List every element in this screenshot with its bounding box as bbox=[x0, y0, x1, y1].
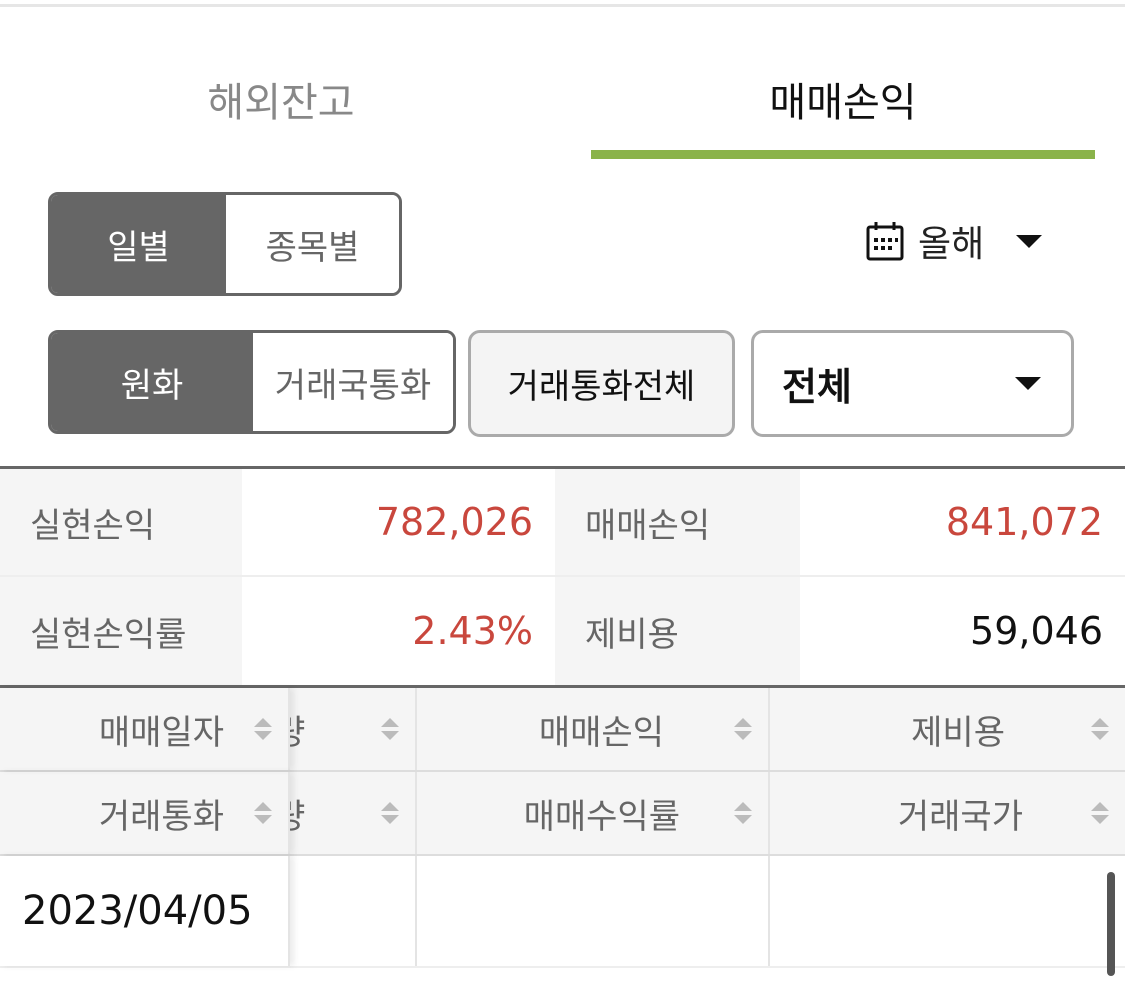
realized-rate-value: 2.43% bbox=[242, 577, 555, 685]
sort-icon bbox=[381, 718, 399, 740]
sort-icon bbox=[381, 802, 399, 824]
sort-icon bbox=[734, 802, 752, 824]
trade-pl-label: 매매손익 bbox=[555, 469, 800, 575]
calendar-icon bbox=[866, 222, 904, 261]
trade-grid: 매매일자 량 매매손익 제비용 거래통화 량 매매수익률 거래국가 2023/0… bbox=[0, 688, 1125, 968]
toggle-daily[interactable]: 일별 bbox=[51, 195, 226, 293]
header-label: 매매수익률 bbox=[523, 796, 680, 837]
toggle-by-stock[interactable]: 종목별 bbox=[226, 195, 399, 293]
period-label: 올해 bbox=[918, 224, 985, 265]
currency-toggle: 원화 거래국통화 bbox=[48, 330, 456, 434]
header-label: 거래국가 bbox=[897, 796, 1023, 837]
summary-table: 실현손익 782,026 매매손익 841,072 실현손익률 2.43% 제비… bbox=[0, 466, 1125, 688]
col-header-return-rate[interactable]: 매매수익률 bbox=[417, 772, 770, 854]
sort-icon bbox=[254, 718, 272, 740]
top-divider bbox=[0, 4, 1125, 7]
header-label: 매매손익 bbox=[538, 712, 664, 753]
toggle-krw[interactable]: 원화 bbox=[51, 333, 253, 431]
filter-select-value: 전체 bbox=[782, 365, 852, 409]
header-label: 매매일자 bbox=[98, 712, 224, 753]
col-header-country[interactable]: 거래국가 bbox=[770, 772, 1125, 854]
col-header-quantity[interactable]: 량 bbox=[290, 688, 417, 770]
fees-value: 59,046 bbox=[800, 577, 1125, 685]
filter-select[interactable]: 전체 bbox=[751, 330, 1074, 437]
view-toggle: 일별 종목별 bbox=[48, 192, 402, 296]
col-header-fees[interactable]: 제비용 bbox=[770, 688, 1125, 770]
tab-trade-pl[interactable]: 매매손익 bbox=[769, 80, 917, 126]
col-header-quantity-2[interactable]: 량 bbox=[290, 772, 417, 854]
chevron-down-icon bbox=[1016, 234, 1043, 248]
currency-all-button[interactable]: 거래통화전체 bbox=[468, 330, 735, 437]
grid-header-row: 매매일자 량 매매손익 제비용 bbox=[0, 688, 1125, 772]
active-tab-indicator bbox=[591, 150, 1095, 159]
sort-icon bbox=[734, 718, 752, 740]
fees-label: 제비용 bbox=[555, 577, 800, 685]
cell bbox=[290, 856, 417, 966]
period-select[interactable]: 올해 bbox=[866, 215, 1043, 267]
toggle-local-currency[interactable]: 거래국통화 bbox=[253, 333, 453, 431]
trade-pl-value: 841,072 bbox=[800, 469, 1125, 575]
header-label: 제비용 bbox=[911, 712, 1005, 753]
col-header-trade-date[interactable]: 매매일자 bbox=[0, 688, 290, 770]
cell-trade-date: 2023/04/05 bbox=[0, 856, 290, 966]
grid-header-row: 거래통화 량 매매수익률 거래국가 bbox=[0, 772, 1125, 856]
col-header-currency[interactable]: 거래통화 bbox=[0, 772, 290, 854]
scrollbar[interactable] bbox=[1107, 872, 1115, 976]
tab-overseas-balance[interactable]: 해외잔고 bbox=[207, 80, 355, 126]
realized-pl-label: 실현손익 bbox=[0, 469, 242, 575]
sort-icon bbox=[1091, 718, 1109, 740]
col-header-trade-pl[interactable]: 매매손익 bbox=[417, 688, 770, 770]
sort-icon bbox=[254, 802, 272, 824]
sort-icon bbox=[1091, 802, 1109, 824]
realized-pl-value: 782,026 bbox=[242, 469, 555, 575]
header-label: 량 bbox=[290, 705, 305, 754]
realized-rate-label: 실현손익률 bbox=[0, 577, 242, 685]
chevron-down-icon bbox=[1015, 377, 1041, 390]
cell bbox=[417, 856, 770, 966]
cell bbox=[770, 856, 1125, 966]
header-label: 거래통화 bbox=[98, 796, 224, 837]
table-row[interactable]: 2023/04/05 bbox=[0, 856, 1125, 968]
header-label: 량 bbox=[290, 789, 305, 838]
